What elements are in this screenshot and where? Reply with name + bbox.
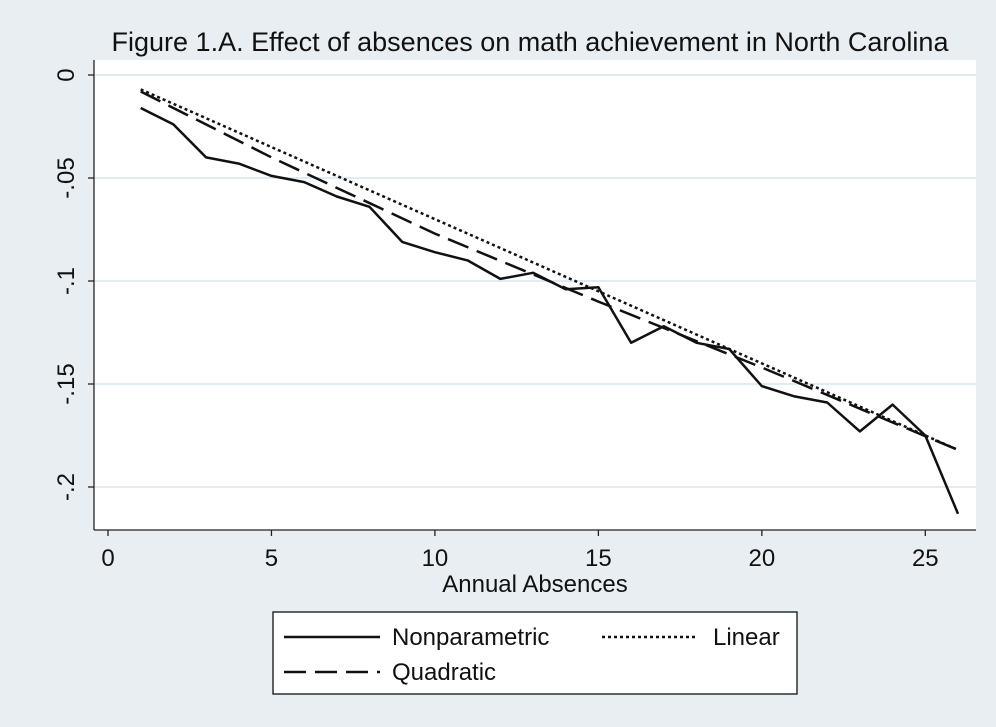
chart-title: Figure 1.A. Effect of absences on math a… (112, 27, 950, 57)
x-tick-label: 10 (422, 545, 449, 572)
y-tick-label: 0 (53, 68, 80, 81)
y-tick-label: -.2 (53, 473, 80, 501)
x-tick-label: 20 (748, 545, 775, 572)
x-tick-label: 5 (265, 545, 278, 572)
y-tick-label: -.05 (53, 157, 80, 198)
y-tick-label: -.1 (53, 267, 80, 295)
x-tick-label: 0 (101, 545, 114, 572)
series-line-linear (140, 88, 959, 452)
series-line-quadratic (140, 90, 959, 452)
legend-box (272, 611, 798, 695)
x-tick-label: 15 (585, 545, 612, 572)
series-lines (140, 88, 960, 515)
axes: 0 -.05 -.1 -.15 -.2 0 5 10 15 20 25 (53, 60, 976, 572)
x-tick-label: 25 (912, 545, 939, 572)
legend-label-nonparametric: Nonparametric (392, 624, 549, 651)
legend-label-quadratic: Quadratic (392, 659, 496, 686)
legend-label-linear: Linear (713, 624, 780, 651)
legend: Nonparametric Linear Quadratic (272, 611, 798, 695)
x-axis-label: Annual Absences (442, 571, 627, 598)
y-tick-label: -.15 (53, 363, 80, 404)
grid-lines (95, 74, 976, 488)
plot-area (94, 60, 976, 530)
